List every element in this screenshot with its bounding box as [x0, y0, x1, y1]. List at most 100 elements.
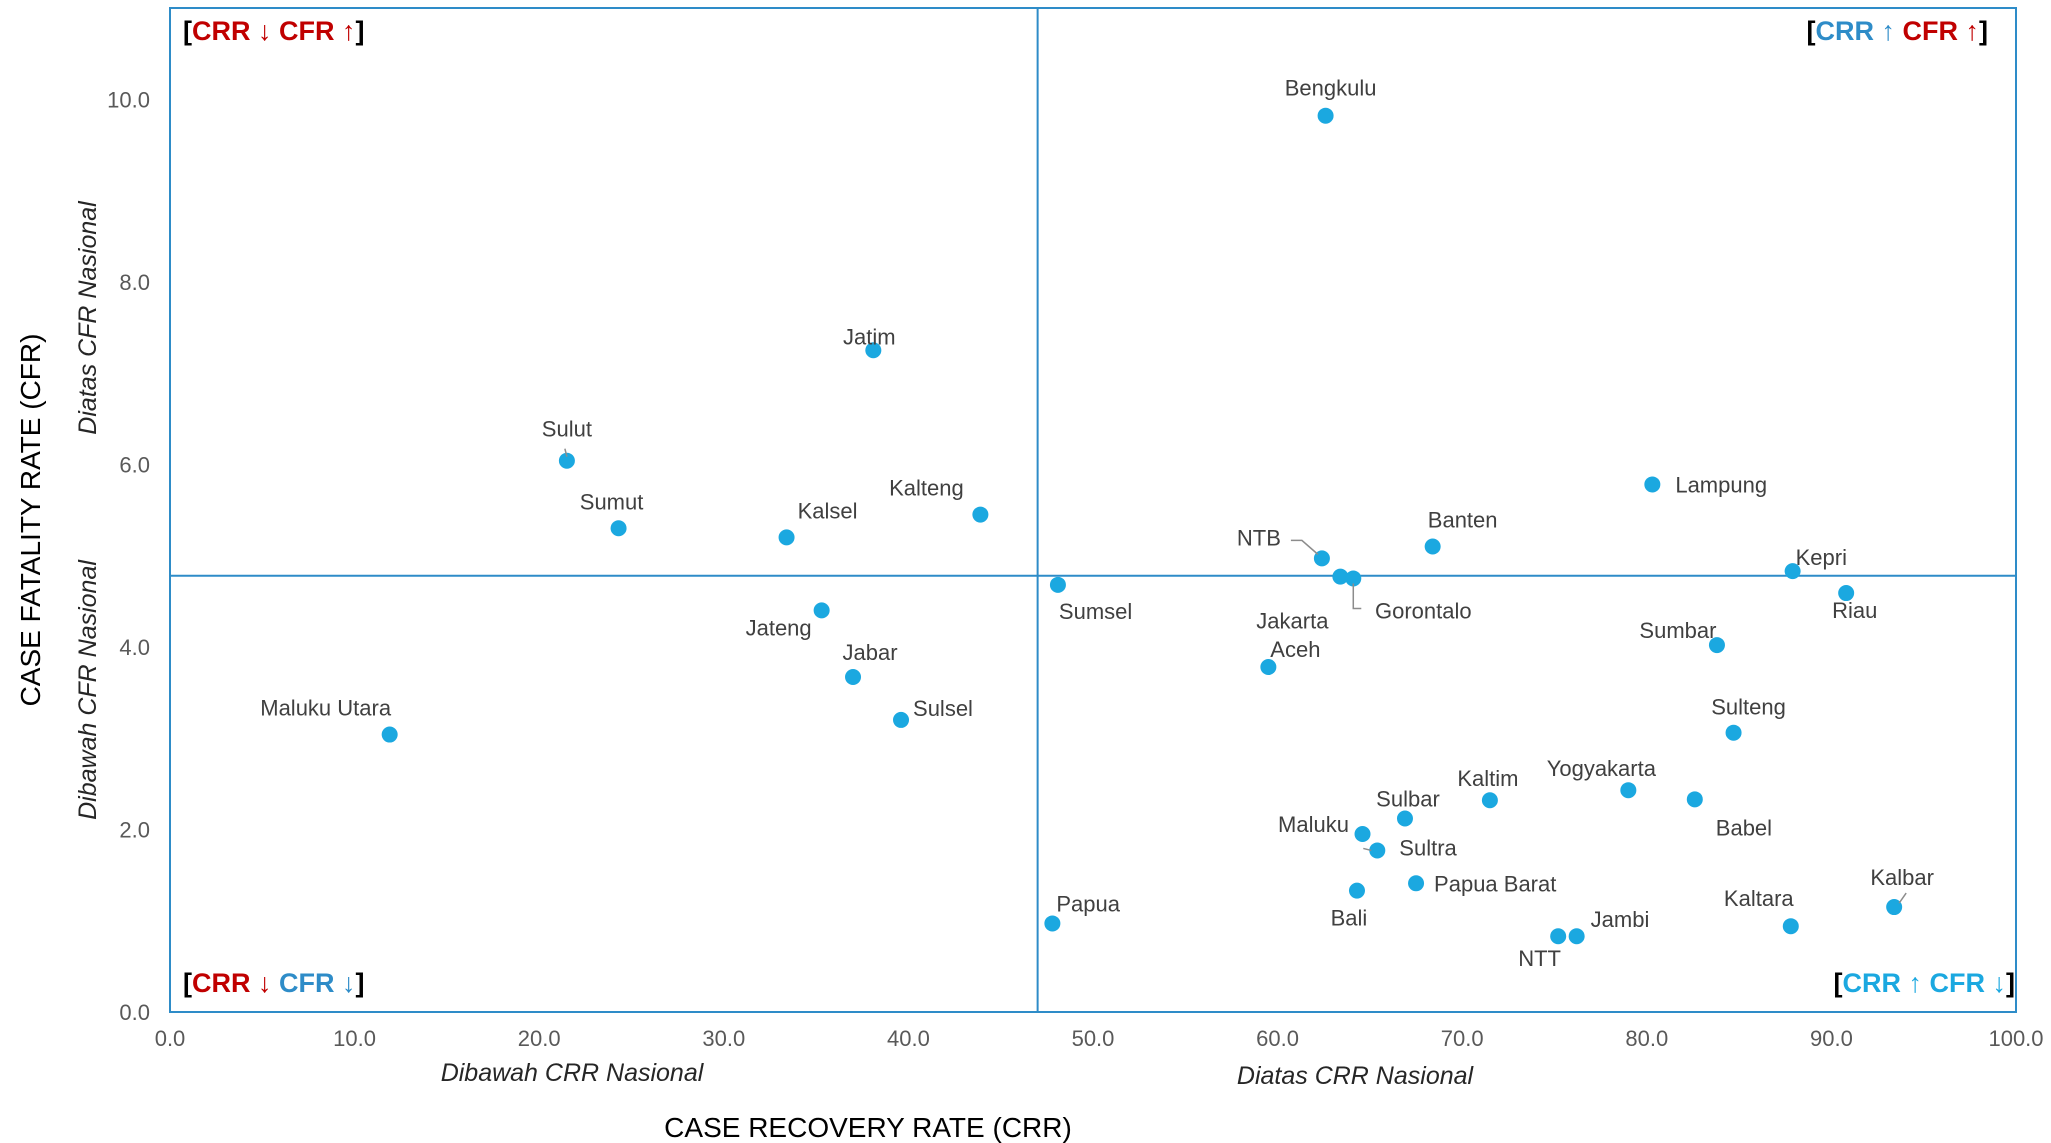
data-point: [778, 529, 795, 546]
data-point: [1886, 899, 1903, 916]
quadrant-label-part: ]: [1979, 16, 1988, 46]
data-point: [1838, 585, 1855, 602]
point-label: Kepri: [1796, 545, 1847, 570]
quadrant-label-part: [: [1834, 968, 1843, 998]
point-label: Riau: [1832, 598, 1877, 623]
x-tick-label: 30.0: [702, 1026, 745, 1051]
data-point: [1424, 538, 1441, 555]
point-label: NTB: [1237, 525, 1281, 550]
point-label: Banten: [1428, 508, 1498, 533]
point-label: Sulbar: [1376, 787, 1440, 812]
data-point: [610, 520, 627, 537]
y-tick-label: 6.0: [119, 452, 150, 477]
x-tick-label: 40.0: [887, 1026, 930, 1051]
y-tick-label: 8.0: [119, 270, 150, 295]
quadrant-label-part: CRR ↓: [192, 16, 279, 46]
data-point: [1481, 792, 1498, 809]
data-point: [1345, 570, 1362, 587]
data-point: [813, 602, 830, 619]
point-label: Papua: [1056, 891, 1120, 916]
point-label: Yogyakarta: [1547, 756, 1657, 781]
point-label: Jakarta: [1256, 609, 1329, 634]
data-point: [1550, 928, 1567, 945]
quadrant-label-top-left: [CRR ↓ CFR ↑]: [183, 16, 365, 46]
leader-line: [1352, 583, 1362, 610]
quadrant-label-part: ]: [356, 16, 365, 46]
data-point: [1354, 826, 1371, 843]
x-tick-label: 20.0: [518, 1026, 561, 1051]
quadrant-label-part: CFR ↑: [1903, 16, 1980, 46]
point-label: Maluku Utara: [260, 696, 392, 721]
quadrant-label-part: ]: [356, 968, 365, 998]
leader-line: [1363, 847, 1372, 852]
x-tick-label: 10.0: [333, 1026, 376, 1051]
quadrant-label-part: CFR ↑: [279, 16, 356, 46]
point-label: Sumut: [580, 489, 644, 514]
point-label: Sulsel: [913, 696, 973, 721]
y-tick-label: 10.0: [107, 87, 150, 112]
data-point: [1369, 842, 1386, 859]
x-tick-label: 0.0: [155, 1026, 186, 1051]
point-label: Bengkulu: [1285, 76, 1377, 101]
x-tick-label: 80.0: [1625, 1026, 1668, 1051]
leader-line: [1290, 539, 1319, 555]
quadrant-label-part: CRR ↓: [192, 968, 279, 998]
data-point: [1049, 576, 1066, 593]
point-label: Aceh: [1270, 637, 1320, 662]
point-label: Jateng: [746, 615, 812, 640]
y-tick-label: 4.0: [119, 635, 150, 660]
quadrant-label-part: CFR ↓: [279, 968, 356, 998]
quadrant-label-part: [: [1807, 16, 1816, 46]
x-axis-title: CASE RECOVERY RATE (CRR): [664, 1112, 1072, 1143]
point-label: Maluku: [1278, 812, 1349, 837]
data-point: [1708, 637, 1725, 654]
x-side-label-left: Dibawah CRR Nasional: [441, 1059, 705, 1087]
quadrant-label-part: CRR ↑: [1816, 16, 1903, 46]
data-point: [381, 726, 398, 743]
data-point: [1784, 563, 1801, 580]
point-label: Jambi: [1591, 907, 1650, 932]
quadrant-label-top-right: [CRR ↑ CFR ↑]: [1807, 16, 1989, 46]
quadrant-label-bottom-right: [CRR ↑ CFR ↓]: [1834, 968, 2016, 998]
point-label: Jabar: [842, 640, 897, 665]
data-point: [1408, 875, 1425, 892]
data-point: [893, 711, 910, 728]
quadrant-label-part: CRR ↑ CFR ↓: [1843, 968, 2007, 998]
data-point: [1317, 107, 1334, 124]
point-label: Papua Barat: [1434, 871, 1556, 896]
x-tick-label: 100.0: [1988, 1026, 2043, 1051]
point-label: Sumbar: [1639, 618, 1716, 643]
quadrant-label-bottom-left: [CRR ↓ CFR ↓]: [183, 968, 365, 998]
data-point: [1644, 476, 1661, 493]
data-point: [558, 452, 575, 469]
y-tick-label: 0.0: [119, 1000, 150, 1025]
data-point: [1260, 658, 1277, 675]
leader-line: [1898, 892, 1907, 904]
data-point: [1044, 915, 1061, 932]
point-label: Sulteng: [1711, 695, 1786, 720]
x-tick-label: 60.0: [1256, 1026, 1299, 1051]
leader-line: [564, 448, 568, 457]
data-point: [1725, 724, 1742, 741]
point-label: Sulut: [542, 417, 592, 442]
plot-frame: [169, 7, 2017, 1013]
y-side-label-bottom: Dibawah CFR Nasional: [74, 559, 102, 820]
point-label: NTT: [1518, 946, 1561, 971]
data-point: [1782, 918, 1799, 935]
x-tick-label: 50.0: [1072, 1026, 1115, 1051]
quadrant-label-part: [: [183, 968, 192, 998]
point-label: Jatim: [843, 324, 896, 349]
data-point: [1568, 928, 1585, 945]
data-point: [1348, 882, 1365, 899]
y-axis-title: CASE FATALITY RATE (CFR): [15, 334, 46, 707]
y-tick-label: 2.0: [119, 817, 150, 842]
point-label: Sultra: [1399, 835, 1457, 860]
point-label: Kaltim: [1457, 766, 1518, 791]
data-point: [1620, 782, 1637, 799]
point-label: Kaltara: [1724, 886, 1794, 911]
data-point: [845, 669, 862, 686]
data-point: [1332, 568, 1349, 585]
point-label: Bali: [1331, 906, 1368, 931]
x-tick-label: 90.0: [1810, 1026, 1853, 1051]
data-point: [972, 506, 989, 523]
